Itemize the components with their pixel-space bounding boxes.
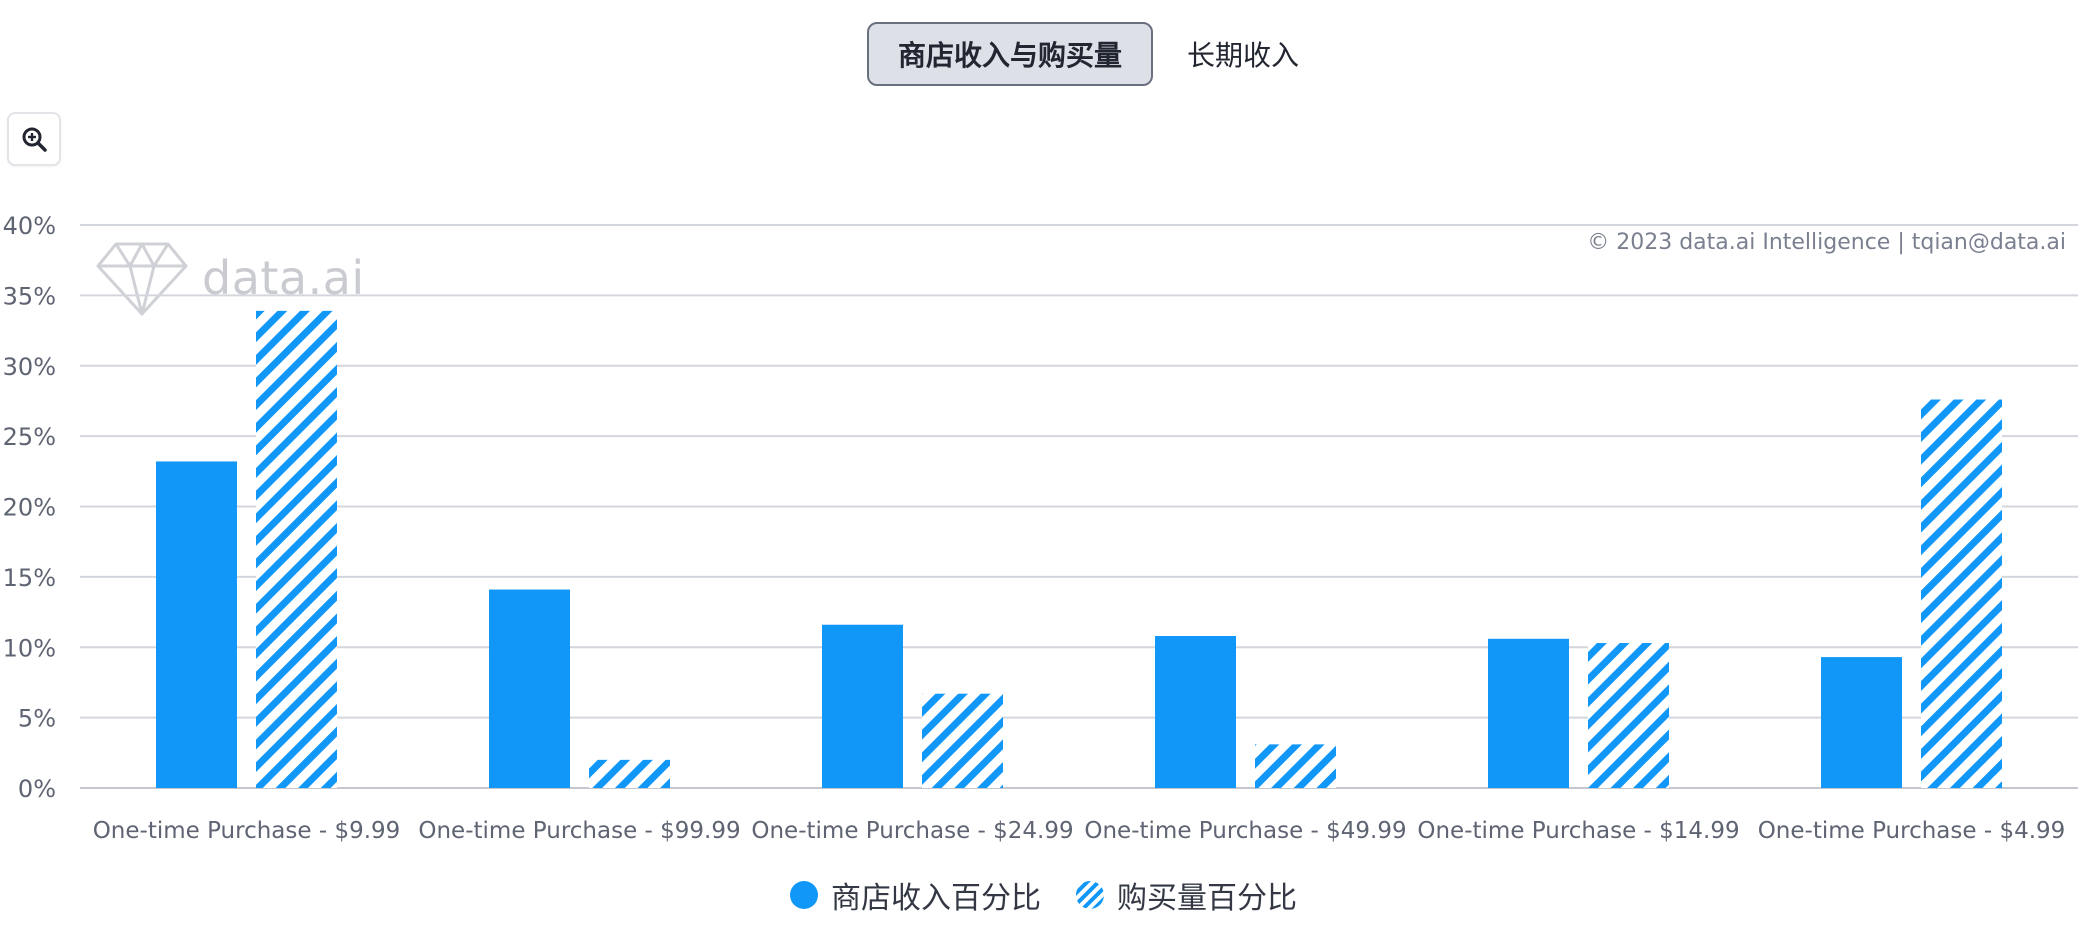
y-tick-label: 20% [3, 494, 56, 522]
x-tick-label: One-time Purchase - $49.99 [1084, 818, 1406, 844]
bar-purchases[interactable] [1255, 744, 1336, 788]
zoom-button[interactable] [7, 112, 61, 166]
y-tick-label: 15% [3, 564, 56, 592]
tab-bar: 商店收入与购买量 长期收入 [0, 22, 2086, 86]
bar-revenue[interactable] [489, 589, 570, 788]
bar-revenue[interactable] [1821, 657, 1902, 788]
x-tick-label: One-time Purchase - $24.99 [751, 818, 1073, 844]
x-tick-label: One-time Purchase - $4.99 [1758, 818, 2066, 844]
bar-revenue[interactable] [156, 461, 237, 788]
bar-purchases[interactable] [922, 693, 1003, 788]
bar-purchases[interactable] [256, 310, 337, 788]
grid [80, 224, 2078, 789]
bar-revenue[interactable] [822, 624, 903, 788]
zoom-in-icon [22, 127, 47, 152]
y-tick-label: 5% [18, 705, 56, 733]
bars [156, 310, 2002, 788]
y-tick-label: 30% [3, 353, 56, 381]
y-tick-label: 0% [18, 775, 56, 803]
x-tick-label: One-time Purchase - $14.99 [1417, 818, 1739, 844]
legend-item-purchases[interactable]: 购买量百分比 [1075, 873, 1297, 917]
tab-long-term-revenue[interactable]: 长期收入 [1186, 39, 1299, 72]
bar-purchases[interactable] [1588, 643, 1669, 788]
x-tick-label: One-time Purchase - $9.99 [93, 818, 401, 844]
y-tick-label: 10% [3, 634, 56, 662]
bar-purchases[interactable] [1921, 399, 2002, 788]
bar-chart: 0% 5% 10% 15% 20% 25% 30% 35% 40% One-time Purcha… [3, 212, 2078, 844]
legend-label: 商店收入百分比 [831, 881, 1041, 916]
legend-label: 购买量百分比 [1117, 881, 1297, 916]
legend-item-revenue[interactable]: 商店收入百分比 [789, 873, 1041, 917]
legend-swatch-hatched-icon [1076, 881, 1104, 909]
copyright-text: © 2023 data.ai Intelligence | tqian@data… [1587, 230, 2066, 255]
y-tick-label: 25% [3, 423, 56, 451]
diamond-logo-icon [96, 242, 188, 316]
y-tick-label: 35% [3, 282, 56, 310]
axis-labels: 0% 5% 10% 15% 20% 25% 30% 35% 40% One-time Purcha… [3, 212, 2066, 844]
legend-swatch-solid-icon [790, 881, 818, 909]
x-tick-label: One-time Purchase - $99.99 [418, 818, 740, 844]
legend: 商店收入百分比 购买量百分比 [0, 873, 2086, 917]
bar-revenue[interactable] [1488, 638, 1569, 788]
y-tick-label: 40% [3, 212, 56, 240]
bar-purchases[interactable] [589, 759, 670, 788]
bar-revenue[interactable] [1155, 635, 1236, 788]
tab-revenue-and-purchases[interactable]: 商店收入与购买量 [866, 22, 1153, 86]
